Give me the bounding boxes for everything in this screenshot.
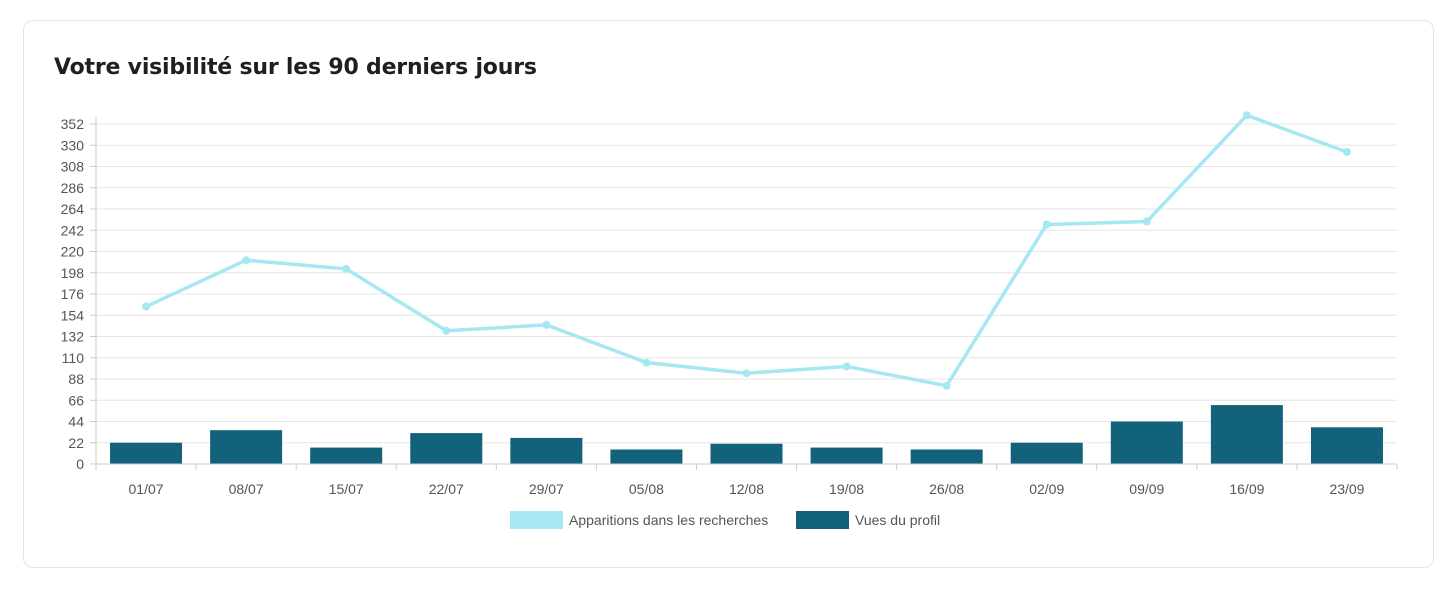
bar-vues-du-profil[interactable] [610, 449, 683, 464]
bar-vues-du-profil[interactable] [1010, 442, 1083, 464]
point-apparitions[interactable] [842, 362, 851, 371]
x-tick-label: 22/07 [429, 481, 464, 497]
y-tick-label: 132 [61, 329, 85, 345]
y-tick-label: 330 [61, 137, 85, 153]
bar-vues-du-profil[interactable] [310, 447, 383, 464]
bar-vues-du-profil[interactable] [1110, 421, 1183, 465]
point-apparitions[interactable] [742, 369, 751, 378]
x-tick-label: 26/08 [929, 481, 964, 497]
point-apparitions[interactable] [1042, 220, 1051, 229]
x-tick-label: 02/09 [1029, 481, 1064, 497]
point-apparitions[interactable] [1142, 217, 1151, 226]
point-apparitions[interactable] [642, 358, 651, 367]
y-tick-label: 154 [61, 307, 85, 323]
legend-swatch-apparitions [510, 511, 563, 529]
point-apparitions[interactable] [242, 256, 251, 265]
legend-swatch-vues [796, 511, 849, 529]
y-tick-label: 352 [61, 116, 85, 132]
point-apparitions[interactable] [1342, 148, 1351, 157]
x-tick-label: 29/07 [529, 481, 564, 497]
x-tick-label: 01/07 [129, 481, 164, 497]
bar-vues-du-profil[interactable] [210, 430, 283, 464]
x-tick-label: 12/08 [729, 481, 764, 497]
bar-vues-du-profil[interactable] [710, 443, 783, 464]
x-tick-label: 16/09 [1229, 481, 1264, 497]
y-tick-label: 286 [61, 180, 85, 196]
point-apparitions[interactable] [942, 381, 951, 390]
y-tick-label: 44 [68, 414, 84, 430]
x-tick-label: 09/09 [1129, 481, 1164, 497]
y-tick-label: 110 [62, 350, 85, 366]
y-tick-label: 308 [61, 159, 85, 175]
point-apparitions[interactable] [1242, 111, 1251, 120]
legend-label-apparitions[interactable]: Apparitions dans les recherches [569, 512, 768, 528]
bar-vues-du-profil[interactable] [510, 437, 583, 464]
y-tick-label: 264 [61, 201, 85, 217]
point-apparitions[interactable] [442, 326, 451, 335]
x-tick-label: 08/07 [229, 481, 264, 497]
x-tick-label: 23/09 [1329, 481, 1364, 497]
bar-vues-du-profil[interactable] [410, 433, 483, 464]
y-tick-label: 0 [76, 456, 84, 472]
bar-vues-du-profil[interactable] [110, 442, 183, 464]
line-apparitions-dans-les-recherches [145, 113, 1348, 388]
x-tick-label: 05/08 [629, 481, 664, 497]
legend-label-vues[interactable]: Vues du profil [855, 512, 940, 528]
card-title: Votre visibilité sur les 90 derniers jou… [54, 55, 537, 80]
x-tick-label: 19/08 [829, 481, 864, 497]
point-apparitions[interactable] [142, 302, 151, 311]
point-apparitions[interactable] [542, 320, 551, 329]
y-tick-label: 66 [68, 392, 84, 408]
y-tick-label: 22 [68, 435, 84, 451]
bar-vues-du-profil[interactable] [1310, 427, 1383, 464]
y-tick-label: 242 [61, 222, 85, 238]
bar-vues-du-profil[interactable] [910, 449, 983, 464]
bar-vues-du-profil[interactable] [810, 447, 883, 464]
y-tick-label: 176 [61, 286, 85, 302]
y-tick-label: 88 [68, 371, 84, 387]
y-tick-label: 198 [61, 265, 85, 281]
y-tick-label: 220 [61, 244, 85, 260]
x-tick-label: 15/07 [329, 481, 364, 497]
bar-vues-du-profil[interactable] [1210, 405, 1283, 464]
point-apparitions[interactable] [342, 264, 351, 273]
